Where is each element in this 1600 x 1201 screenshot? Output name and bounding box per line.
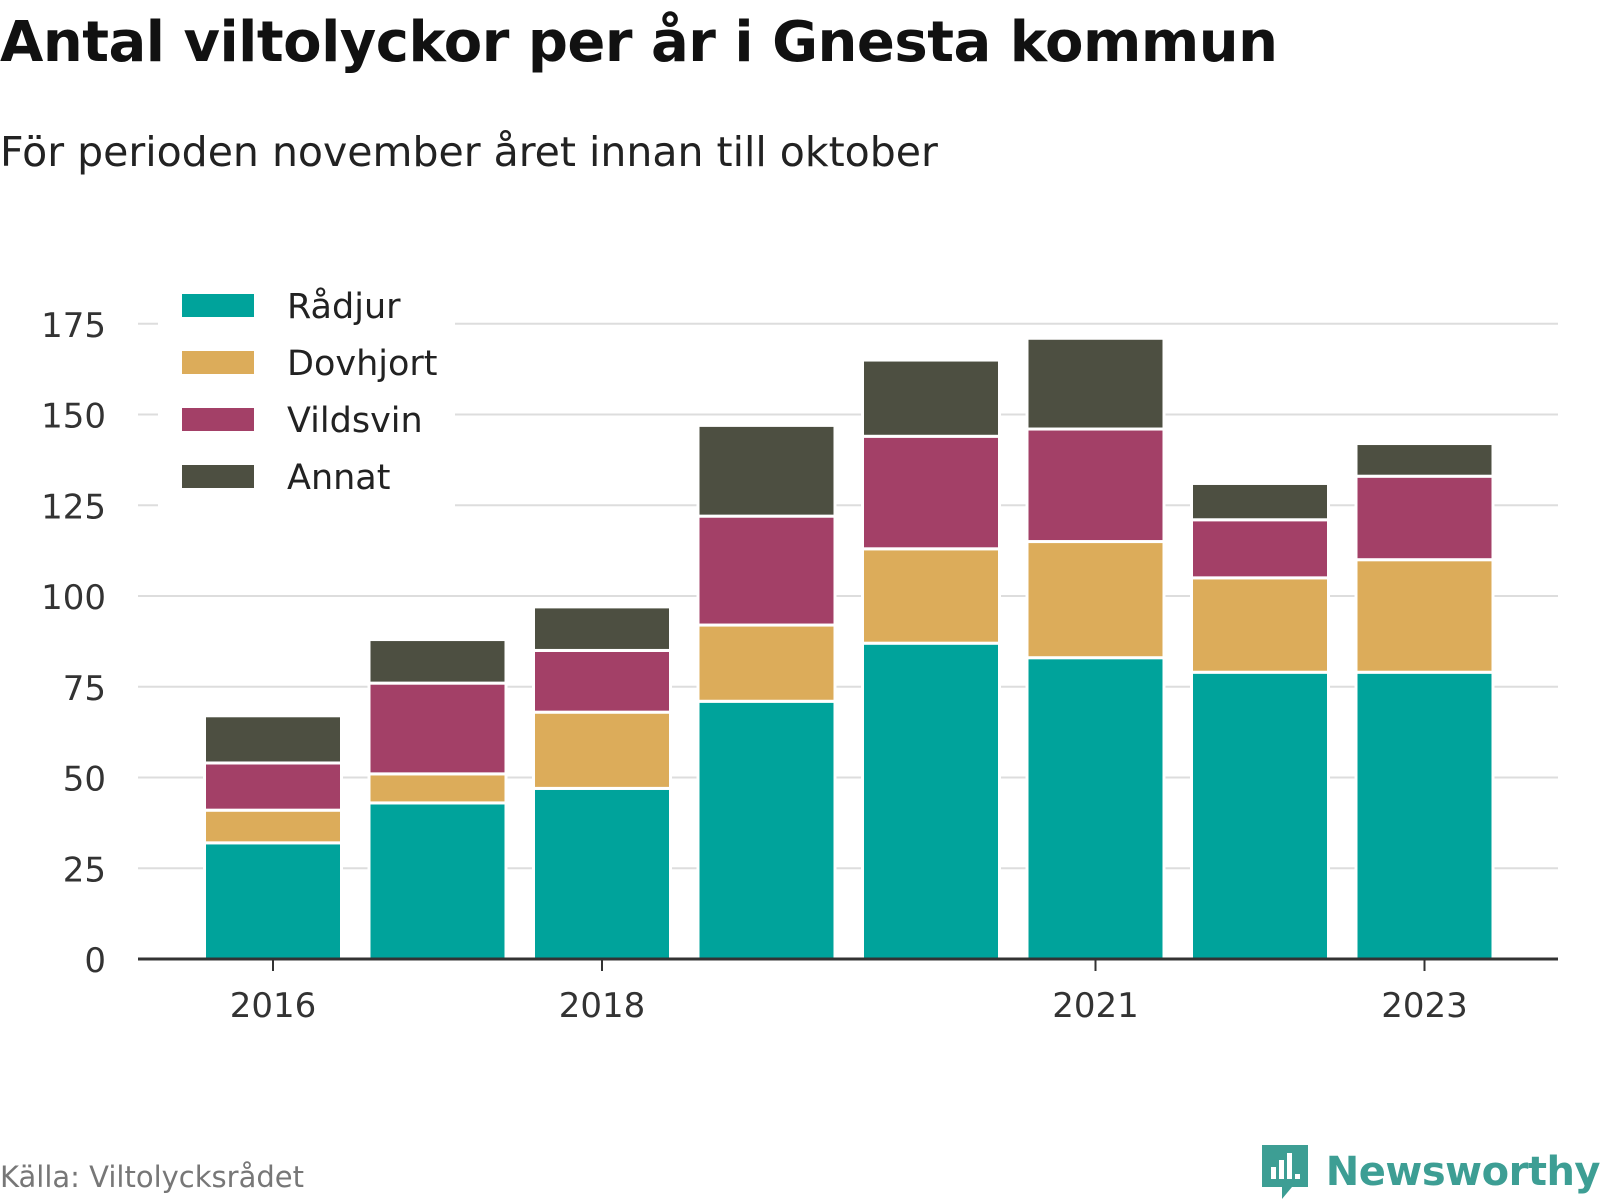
bar-r-djur-2023: [1354, 670, 1495, 961]
bar-dovhjort-2018: [532, 710, 672, 790]
axes: 0 25 50 75 100 125 150 175 2016 2018 2021 2023: [41, 306, 1558, 1026]
bar-annat-2021: [1025, 336, 1166, 431]
bar-vildsvin-2022: [1190, 518, 1330, 580]
x-tick-label: 2021: [1052, 986, 1139, 1026]
bar-r-djur-2017: [367, 801, 508, 961]
bar-vildsvin-2017: [367, 681, 508, 776]
bar-dovhjort-2016: [203, 808, 343, 845]
x-tick-label: 2023: [1381, 986, 1468, 1026]
y-tick-label: 150: [41, 397, 106, 437]
x-tick-label: 2018: [559, 986, 646, 1026]
bar-vildsvin-2020: [861, 434, 1001, 551]
bar-r-djur-2016: [203, 841, 343, 961]
y-tick-label: 25: [63, 850, 106, 890]
y-tick-label: 125: [41, 487, 106, 527]
bar-r-djur-2021: [1025, 656, 1166, 961]
bar-vildsvin-2023: [1354, 474, 1495, 562]
legend-swatch-r-djur: [182, 294, 254, 317]
legend-label-vildsvin: Vildsvin: [287, 401, 423, 441]
bar-r-djur-2019: [696, 699, 837, 961]
y-tick-label: 100: [41, 578, 106, 618]
y-tick-label: 50: [63, 760, 106, 800]
brand-logo: Newsworthy: [1260, 1143, 1600, 1201]
chart-title: Antal viltolyckor per år i Gnesta kommun: [0, 10, 1278, 75]
bar-annat-2016: [203, 714, 343, 765]
legend-swatch-dovhjort: [182, 351, 254, 374]
bar-vildsvin-2018: [532, 648, 672, 714]
bar-annat-2020: [861, 358, 1001, 438]
bar-annat-2017: [367, 638, 508, 685]
bar-vildsvin-2019: [696, 514, 837, 627]
bar-dovhjort-2022: [1190, 576, 1330, 674]
bar-dovhjort-2017: [367, 772, 508, 805]
legend-label-r-djur: Rådjur: [287, 286, 401, 327]
legend-label-annat: Annat: [287, 458, 390, 498]
bar-vildsvin-2021: [1025, 427, 1166, 544]
bar-dovhjort-2019: [696, 623, 837, 703]
y-tick-label: 0: [84, 941, 106, 981]
bar-r-djur-2020: [861, 641, 1001, 961]
chart-subtitle: För perioden november året innan till ok…: [0, 128, 938, 176]
legend-swatch-vildsvin: [182, 408, 254, 431]
legend-label-dovhjort: Dovhjort: [287, 344, 438, 384]
newsworthy-logo-icon: [1261, 1145, 1308, 1199]
bars: [203, 336, 1495, 961]
y-tick-label: 175: [41, 306, 106, 346]
y-tick-label: 75: [63, 669, 106, 709]
bar-dovhjort-2020: [861, 547, 1001, 645]
brand-name: Newsworthy: [1325, 1149, 1600, 1195]
legend-swatch-annat: [182, 465, 254, 488]
bar-dovhjort-2023: [1354, 558, 1495, 674]
bar-annat-2018: [532, 605, 672, 652]
legend: Rådjur Dovhjort Vildsvin Annat: [158, 275, 455, 507]
bar-annat-2019: [696, 423, 837, 518]
x-tick-label: 2016: [230, 986, 317, 1026]
source-note: Källa: Viltolycksrådet: [0, 1160, 304, 1194]
bar-r-djur-2022: [1190, 670, 1330, 961]
bar-dovhjort-2021: [1025, 540, 1166, 660]
bar-annat-2023: [1354, 442, 1495, 478]
bar-r-djur-2018: [532, 786, 672, 961]
bar-annat-2022: [1190, 481, 1330, 522]
bar-vildsvin-2016: [203, 761, 343, 812]
